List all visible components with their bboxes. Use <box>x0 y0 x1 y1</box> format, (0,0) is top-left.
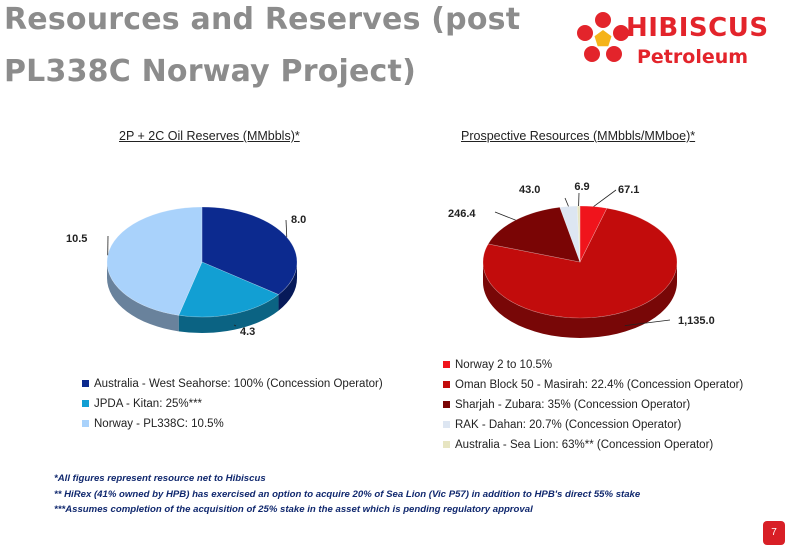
legend-label: Norway 2 to 10.5% <box>455 359 553 371</box>
legend-label: JPDA - Kitan: 25%*** <box>94 398 203 410</box>
legend-item: Sharjah - Zubara: 35% (Concession Operat… <box>443 395 743 415</box>
chart-title-reserves: 2P + 2C Oil Reserves (MMbbls)* <box>119 129 300 143</box>
legend-label: Oman Block 50 - Masirah: 22.4% (Concessi… <box>455 379 744 391</box>
legend-item: RAK - Dahan: 20.7% (Concession Operator) <box>443 415 743 435</box>
footnotes: *All figures represent resource net to H… <box>54 471 640 518</box>
legend-swatch <box>443 421 450 428</box>
pie-slice-side <box>107 262 179 332</box>
legend-swatch <box>443 381 450 388</box>
legend-item: JPDA - Kitan: 25%*** <box>82 394 383 414</box>
legend-item: Norway - PL338C: 10.5% <box>82 414 383 434</box>
legend-swatch <box>443 361 450 368</box>
legend-item: Australia - Sea Lion: 63%** (Concession … <box>443 435 743 455</box>
legend-label: Australia - West Seahorse: 100% (Concess… <box>94 378 383 390</box>
data-label: 6.9 <box>574 181 589 193</box>
chart-title-prospective: Prospective Resources (MMbbls/MMboe)* <box>461 129 696 143</box>
data-label: 246.4 <box>448 208 476 220</box>
legend-swatch <box>82 420 89 427</box>
pie-slice <box>106 206 203 316</box>
legend-label: Australia - Sea Lion: 63%** (Concession … <box>455 439 714 451</box>
leader-line <box>233 324 237 327</box>
legend-item: Oman Block 50 - Masirah: 22.4% (Concessi… <box>443 375 743 395</box>
data-label: 67.1 <box>618 184 639 196</box>
footnote: *All figures represent resource net to H… <box>54 473 266 484</box>
legend-reserves: Australia - West Seahorse: 100% (Concess… <box>82 374 383 434</box>
legend-label: Sharjah - Zubara: 35% (Concession Operat… <box>455 399 691 411</box>
page-title: Resources and Reserves (post PL338C Norw… <box>4 2 521 89</box>
data-label: 8.0 <box>291 214 306 226</box>
data-label: 4.3 <box>240 326 255 338</box>
leader-line <box>624 319 671 327</box>
legend-swatch <box>443 441 450 448</box>
pie-slice-side <box>178 294 279 333</box>
legend-prospective: Norway 2 to 10.5% Oman Block 50 - Masira… <box>443 355 743 455</box>
legend-swatch <box>443 401 450 408</box>
footnote: ** HiRex (41% owned by HPB) has exercise… <box>54 488 641 500</box>
leader-line <box>285 219 288 238</box>
legend-label: Norway - PL338C: 10.5% <box>94 418 224 430</box>
pie-slice <box>487 206 581 263</box>
logo-name: HIBISCUS <box>626 13 769 43</box>
legend-item: Australia - West Seahorse: 100% (Concess… <box>82 374 383 394</box>
legend-item: Norway 2 to 10.5% <box>443 355 743 375</box>
data-label: 10.5 <box>66 233 87 245</box>
data-label: 43.0 <box>519 184 540 196</box>
logo-mark <box>577 12 629 62</box>
pie-slice <box>178 261 280 318</box>
footnote: ***Assumes completion of the acquisition… <box>54 504 533 515</box>
logo-subtitle: Petroleum <box>637 46 749 68</box>
page-number-badge: 7 <box>763 521 785 545</box>
pie-slice-side <box>278 262 297 311</box>
data-label: 1,135.0 <box>678 315 715 327</box>
legend-label: RAK - Dahan: 20.7% (Concession Operator) <box>455 419 682 431</box>
legend-swatch <box>82 400 89 407</box>
legend-swatch <box>82 380 89 387</box>
pie-slice <box>482 207 678 319</box>
leader-line <box>564 197 569 207</box>
leader-line <box>494 211 516 221</box>
leader-line <box>593 189 617 207</box>
pie-slice-side <box>483 262 677 338</box>
